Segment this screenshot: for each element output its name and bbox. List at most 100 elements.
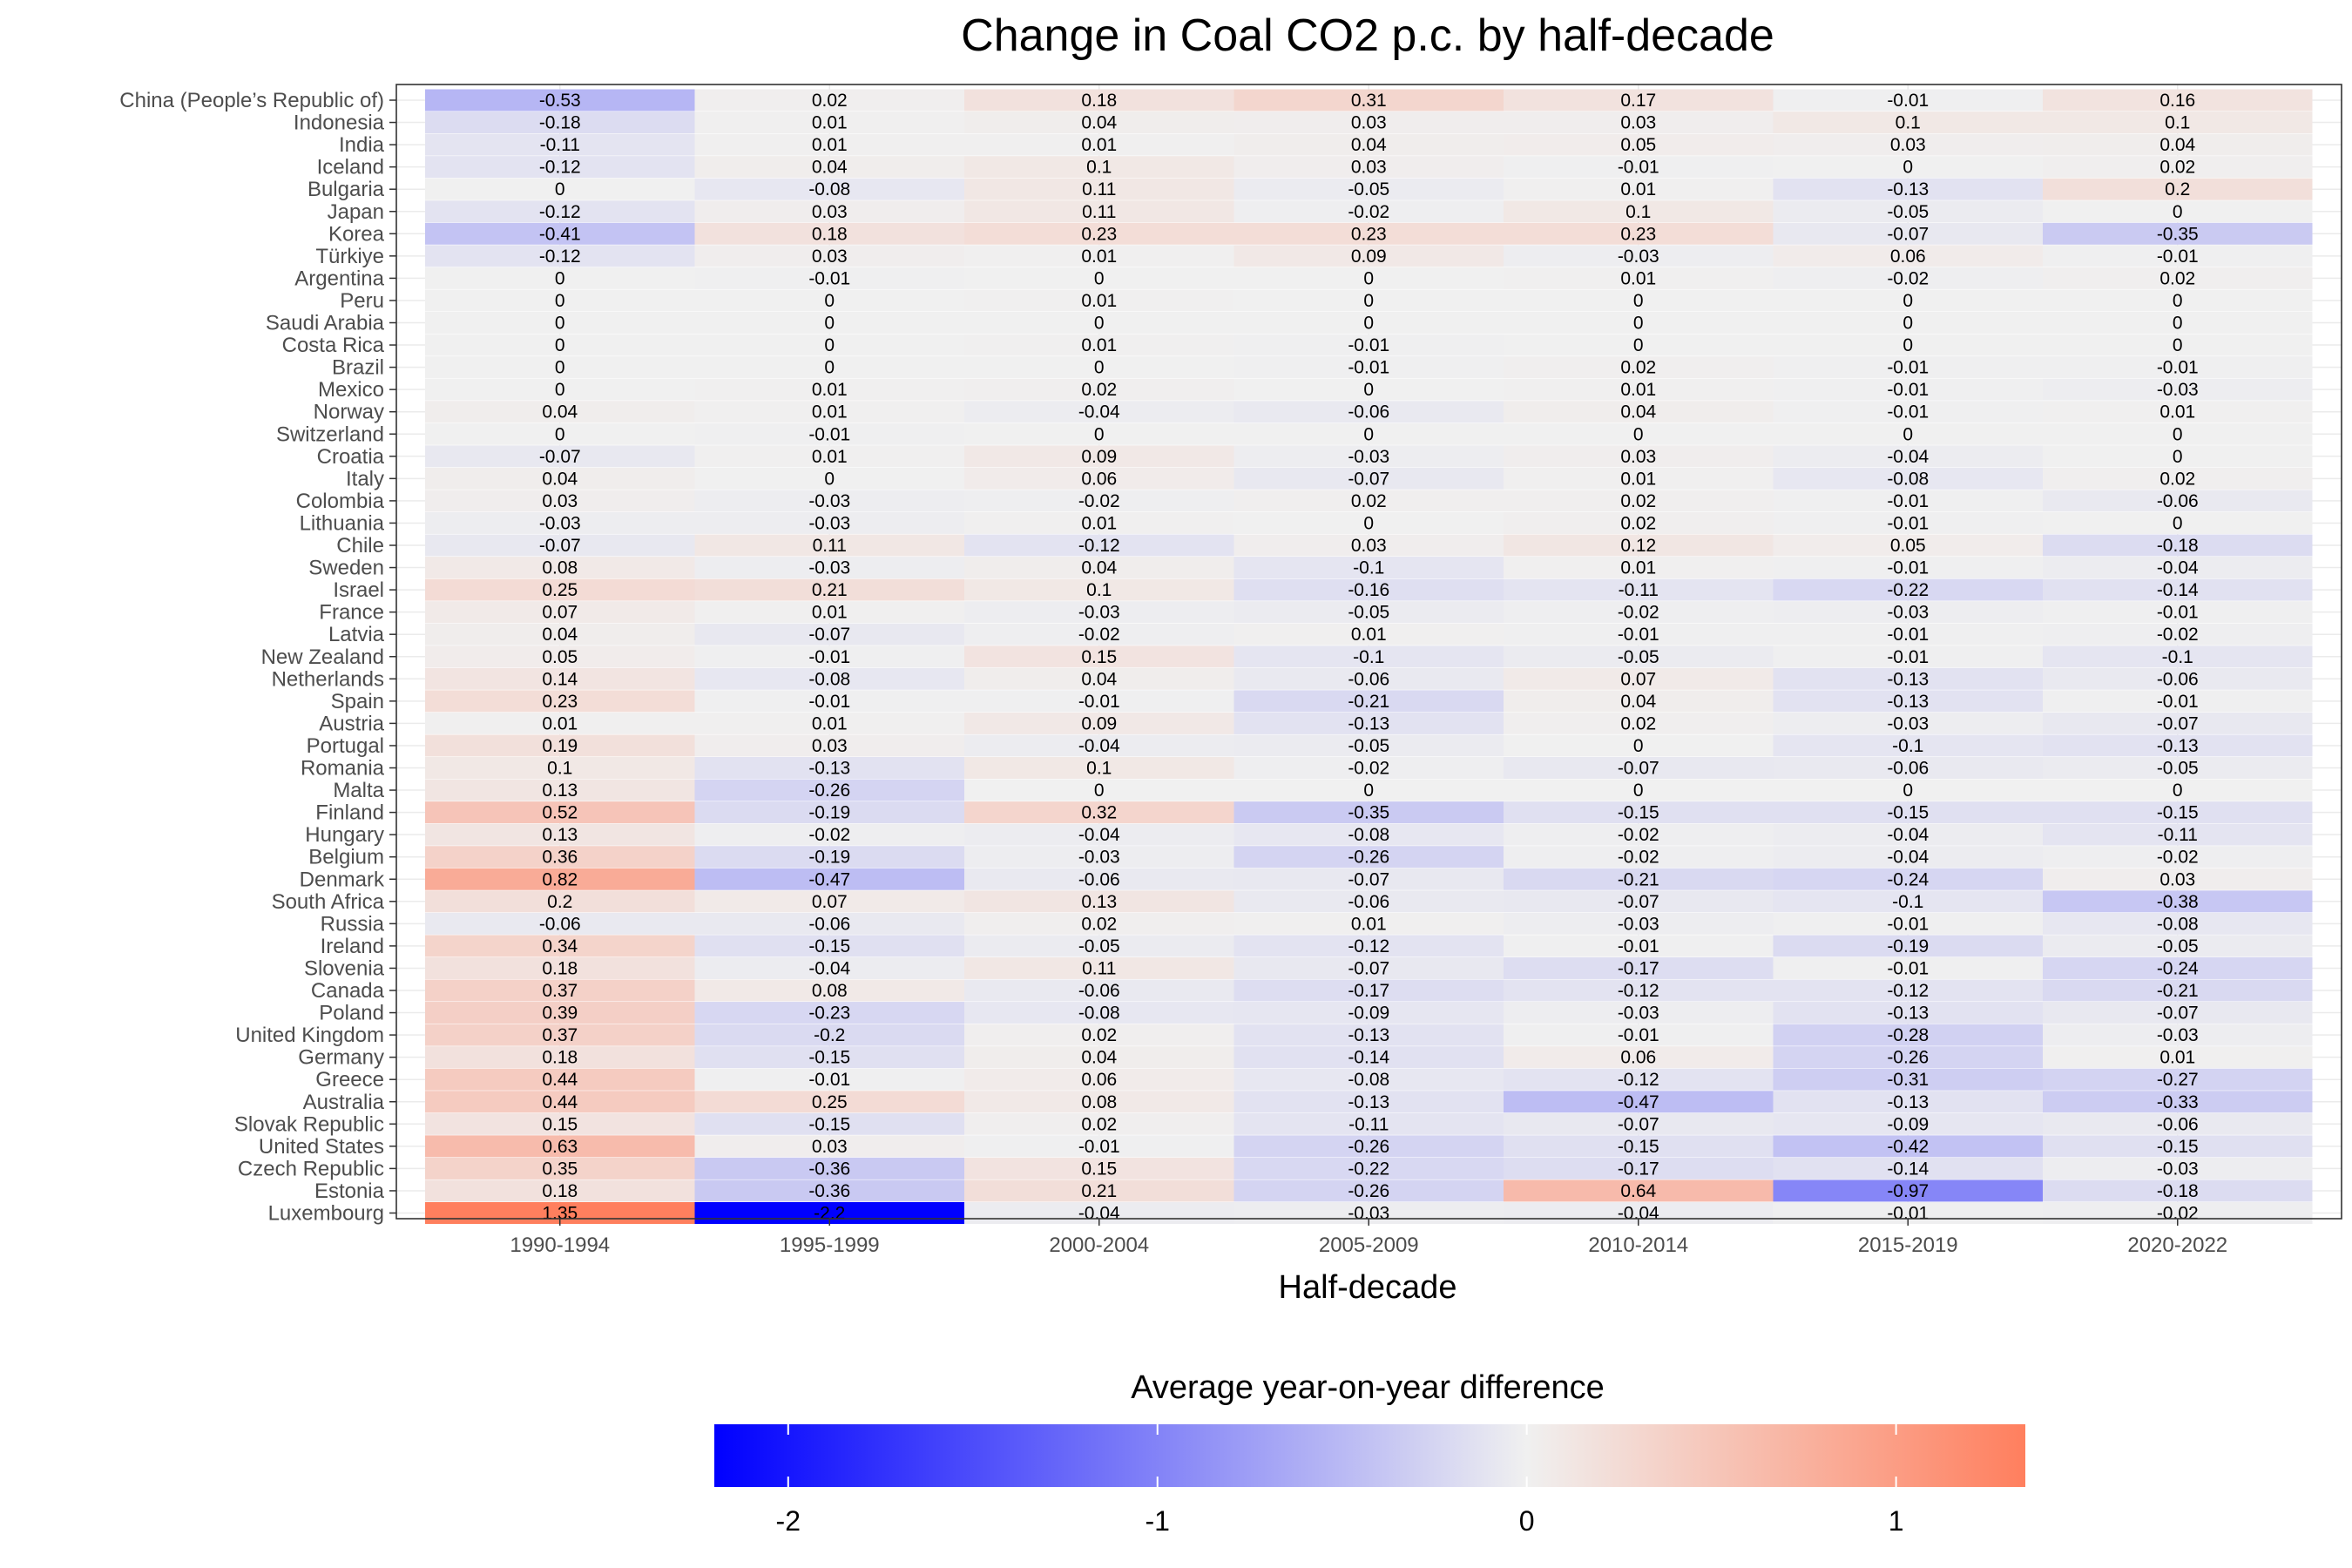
heatmap-cell bbox=[1773, 557, 2043, 579]
heatmap-cell bbox=[694, 690, 964, 713]
heatmap-cell bbox=[425, 267, 695, 289]
cell-value-label: 0.13 bbox=[542, 781, 578, 801]
cell-value-label: 0.1 bbox=[1086, 158, 1112, 178]
legend-tick-label: -2 bbox=[776, 1505, 801, 1537]
cell-value-label: 0 bbox=[824, 314, 835, 334]
cell-value-label: -0.19 bbox=[808, 848, 850, 868]
heatmap-cell bbox=[425, 401, 695, 423]
heatmap-cell bbox=[1504, 445, 1774, 468]
heatmap-cell bbox=[1773, 1068, 2043, 1091]
cell-value-label: 0.07 bbox=[1620, 669, 1656, 689]
cell-value-label: 0.02 bbox=[1620, 713, 1656, 733]
heatmap-cell bbox=[2043, 1024, 2313, 1046]
cell-value-label: 0.03 bbox=[542, 491, 578, 511]
cell-value-label: 0.1 bbox=[1086, 759, 1112, 779]
cell-value-label: 0.03 bbox=[1620, 113, 1656, 133]
cell-value-label: 0 bbox=[2173, 202, 2183, 222]
cell-value-label: -0.47 bbox=[1618, 1092, 1659, 1112]
heatmap-cell bbox=[1773, 823, 2043, 846]
heatmap-cell bbox=[964, 935, 1234, 957]
cell-value-label: -0.01 bbox=[1887, 647, 1929, 667]
cell-value-label: 0 bbox=[1094, 424, 1105, 444]
cell-value-label: 0 bbox=[1633, 736, 1644, 756]
cell-value-label: 0.23 bbox=[1351, 224, 1387, 244]
heatmap-cell bbox=[1773, 490, 2043, 512]
heatmap-cell bbox=[1504, 979, 1774, 1002]
heatmap-cell bbox=[425, 645, 695, 668]
heatmap-cell bbox=[2043, 312, 2313, 334]
heatmap-cell bbox=[1504, 1091, 1774, 1113]
cell-value-label: -0.07 bbox=[1618, 892, 1659, 912]
cell-value-label: -0.03 bbox=[1618, 914, 1659, 934]
y-tick-label: Denmark bbox=[300, 868, 385, 891]
cell-value-label: 0.02 bbox=[1081, 1114, 1117, 1134]
cell-labels: -0.53 0.02 0.18 0.31 0.17 -0.01 0.16-0.18 0.01 0… bbox=[539, 91, 2199, 1224]
heatmap-cell bbox=[2043, 289, 2313, 312]
cell-value-label: 0.1 bbox=[1896, 113, 1921, 133]
y-tick-label: Luxembourg bbox=[268, 1202, 384, 1226]
cell-value-label: 0 bbox=[1363, 513, 1374, 533]
heatmap-cell bbox=[1233, 112, 1504, 134]
cell-value-label: 0.08 bbox=[812, 981, 848, 1001]
heatmap-cell bbox=[1233, 667, 1504, 690]
cell-value-label: -0.14 bbox=[1348, 1048, 1389, 1068]
heatmap-cell bbox=[1504, 712, 1774, 734]
heatmap-cell bbox=[2043, 912, 2313, 935]
cell-value-label: 0 bbox=[1903, 291, 1913, 311]
heatmap-cell bbox=[2043, 601, 2313, 624]
cell-value-label: -0.16 bbox=[1348, 580, 1389, 600]
cell-value-label: -0.11 bbox=[540, 135, 580, 155]
heatmap-cell bbox=[1773, 868, 2043, 890]
heatmap-cell bbox=[425, 1091, 695, 1113]
cell-value-label: -0.01 bbox=[1887, 91, 1929, 111]
cell-value-label: -0.47 bbox=[808, 869, 850, 889]
cell-value-label: -0.05 bbox=[2157, 936, 2199, 956]
cell-value-label: 0.05 bbox=[1620, 135, 1656, 155]
cell-value-label: -0.19 bbox=[1887, 936, 1929, 956]
cell-value-label: 0.01 bbox=[1081, 335, 1117, 355]
legend-tick-label: 1 bbox=[1889, 1505, 1904, 1537]
cell-value-label: 0.15 bbox=[1081, 647, 1117, 667]
y-axis: China (People’s Republic of)IndonesiaInd… bbox=[119, 89, 396, 1226]
heatmap-cell bbox=[2043, 956, 2313, 979]
x-tick-label: 2000-2004 bbox=[1049, 1233, 1149, 1257]
cell-value-label: -0.01 bbox=[1887, 513, 1929, 533]
y-tick-label: Russia bbox=[321, 912, 385, 936]
heatmap-cell bbox=[964, 601, 1234, 624]
heatmap-cell bbox=[425, 378, 695, 401]
cell-value-label: -0.01 bbox=[1887, 625, 1929, 645]
heatmap-cell bbox=[1233, 1112, 1504, 1135]
heatmap-cell bbox=[2043, 267, 2313, 289]
heatmap-cell bbox=[1233, 200, 1504, 223]
heatmap-cell bbox=[425, 912, 695, 935]
heatmap-cell bbox=[1773, 467, 2043, 490]
cell-value-label: -0.02 bbox=[1618, 848, 1659, 868]
cell-value-label: -0.03 bbox=[1887, 603, 1929, 623]
cell-value-label: 0.04 bbox=[542, 469, 578, 489]
heatmap-cell bbox=[425, 1002, 695, 1024]
cell-value-label: 0 bbox=[824, 469, 835, 489]
heatmap-cell bbox=[2043, 712, 2313, 734]
heatmap-cell bbox=[694, 490, 964, 512]
y-tick-label: Switzerland bbox=[276, 422, 384, 446]
heatmap-cell bbox=[1773, 511, 2043, 534]
heatmap-cell bbox=[1773, 801, 2043, 824]
cell-value-label: 0 bbox=[555, 424, 565, 444]
cell-value-label: -0.06 bbox=[808, 914, 850, 934]
cell-value-label: 0.02 bbox=[1081, 380, 1117, 400]
cell-value-label: -0.15 bbox=[808, 1048, 850, 1068]
y-tick-label: Costa Rica bbox=[282, 334, 385, 357]
heatmap-cell bbox=[1773, 422, 2043, 445]
cell-value-label: -0.06 bbox=[1348, 669, 1389, 689]
heatmap-cell bbox=[2043, 1046, 2313, 1069]
y-tick-label: Peru bbox=[340, 289, 384, 313]
heatmap-cell bbox=[964, 578, 1234, 601]
cell-value-label: 0 bbox=[824, 358, 835, 378]
heatmap-cell bbox=[1233, 890, 1504, 913]
y-tick-label: Indonesia bbox=[294, 112, 385, 135]
heatmap-cell bbox=[694, 734, 964, 757]
heatmap-cell bbox=[2043, 623, 2313, 645]
cell-value-label: 0.21 bbox=[812, 580, 848, 600]
heatmap-cell bbox=[425, 846, 695, 868]
heatmap-cell bbox=[694, 557, 964, 579]
